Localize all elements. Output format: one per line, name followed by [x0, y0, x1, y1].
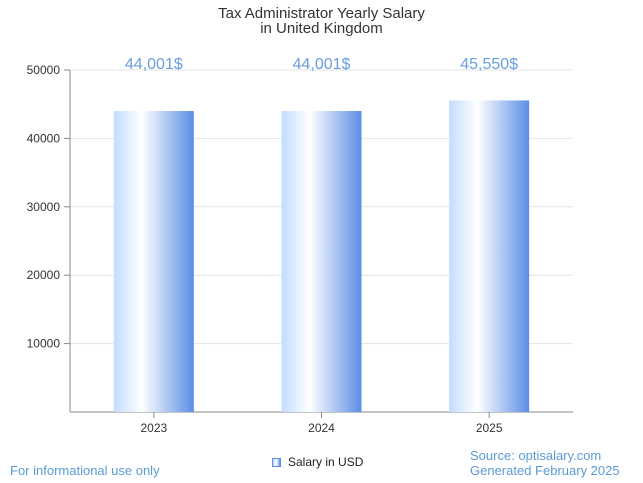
data-label: 44,001$ — [293, 56, 351, 73]
y-tick-label: 50000 — [27, 63, 61, 77]
y-tick-label: 30000 — [27, 200, 61, 214]
footer-source: Source: optisalary.com — [470, 448, 602, 463]
y-tick-label: 10000 — [27, 337, 61, 351]
footer-note: For informational use only — [10, 463, 160, 478]
bar — [281, 111, 362, 413]
x-tick-label: 2023 — [140, 421, 167, 435]
x-tick-label: 2025 — [476, 421, 503, 435]
x-tick-label: 2024 — [308, 421, 335, 435]
legend-label: Salary in USD — [288, 455, 364, 469]
chart-title-line-2: in United Kingdom — [260, 20, 383, 37]
legend-swatch-icon — [272, 457, 281, 467]
data-label: 44,001$ — [125, 56, 183, 73]
y-tick-label: 40000 — [27, 131, 61, 145]
bar — [449, 100, 530, 413]
legend: Salary in USD — [272, 455, 363, 469]
data-label: 45,550$ — [460, 56, 518, 73]
chart-title-line-1: Tax Administrator Yearly Salary — [218, 5, 425, 22]
y-tick-label: 20000 — [27, 268, 61, 282]
bar — [113, 111, 194, 413]
footer-generated: Generated February 2025 — [470, 463, 620, 478]
